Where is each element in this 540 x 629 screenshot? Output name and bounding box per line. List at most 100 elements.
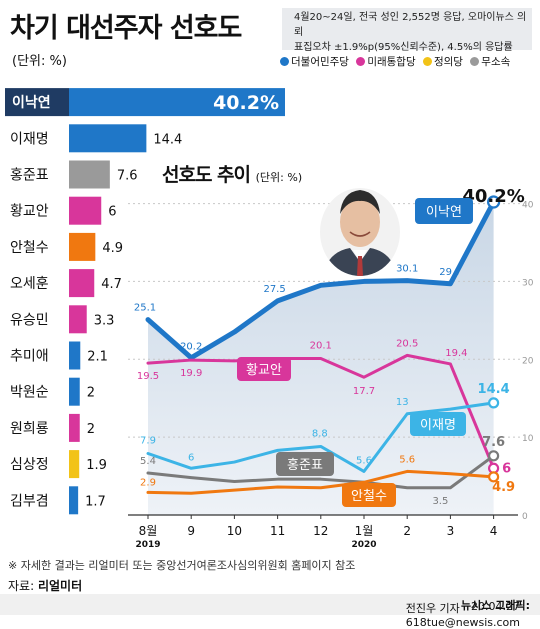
series-name-tag bbox=[415, 198, 473, 224]
y-tick-label: 40 bbox=[522, 201, 534, 211]
legend-item-democratic: 더불어민주당 bbox=[280, 54, 349, 69]
x-tick-label: 1월 bbox=[355, 524, 374, 538]
bar-10 bbox=[69, 413, 80, 442]
legend-item-united-future: 미래통합당 bbox=[356, 54, 416, 69]
series-value-label: 7.6 bbox=[482, 435, 505, 450]
bar-value-label: 14.4 bbox=[153, 132, 182, 147]
series-value-label: 5.6 bbox=[356, 455, 372, 466]
series-name-tag bbox=[410, 412, 466, 436]
footnote: ※ 자세한 결과는 리얼미터 또는 중앙선거여론조사심의위원회 홈페이지 참조 bbox=[8, 559, 356, 572]
series-value-label: 2.9 bbox=[140, 477, 156, 488]
x-tick-label: 12 bbox=[313, 524, 328, 538]
series-value-label: 29.7 bbox=[439, 267, 461, 278]
series-end-marker bbox=[488, 397, 500, 409]
bar-5 bbox=[69, 232, 96, 261]
series-value-label: 5.4 bbox=[140, 456, 156, 467]
bar-3 bbox=[69, 160, 110, 189]
source-name: 리얼미터 bbox=[37, 579, 83, 593]
party-legend: 더불어민주당 미래통합당 정의당 무소속 bbox=[280, 54, 514, 69]
bar-12 bbox=[69, 486, 79, 515]
bar-value-label: 2.1 bbox=[87, 350, 108, 365]
bar-8 bbox=[69, 341, 81, 370]
chart-canvas: 10 20 30 40 0 8월 9 10 11 12 1월 2 3 4 2019 2020 25.1 20.2 2… bbox=[5, 88, 534, 550]
survey-note-line1: 4월20~24일, 전국 성인 2,552명 응답, 오마이뉴스 의뢰 bbox=[294, 12, 527, 38]
bar-category-label: 추미애 bbox=[10, 349, 49, 365]
bar-6 bbox=[69, 269, 95, 298]
series-value-label: 27.5 bbox=[263, 284, 285, 295]
series-value-label: 20.2 bbox=[180, 342, 202, 353]
x-tick-label: 2 bbox=[403, 524, 411, 538]
legend-dot-icon bbox=[356, 57, 366, 66]
bar-value-label: 7.6 bbox=[117, 169, 138, 184]
bar-category-label: 심상정 bbox=[10, 457, 49, 473]
bar-category-label: 이낙연 bbox=[12, 94, 51, 111]
series-value-label: 7.9 bbox=[140, 435, 156, 446]
bar-2 bbox=[69, 124, 147, 153]
x-tick-label: 9 bbox=[187, 524, 195, 538]
series-value-label: 40.2% bbox=[462, 186, 524, 207]
series-value-label: 17.7 bbox=[353, 386, 375, 397]
series-value-label: 5.6 bbox=[399, 454, 415, 465]
series-line-3 bbox=[146, 401, 496, 473]
infographic: 차기 대선주자 선호도 (단위: %) 4월20~24일, 전국 성인 2,55… bbox=[0, 8, 540, 629]
bar-value-label: 6 bbox=[108, 205, 116, 220]
legend-label: 정의당 bbox=[433, 56, 463, 68]
series-value-label: 8.8 bbox=[312, 428, 328, 439]
trend-chart: 10 20 30 40 0 8월 9 10 11 12 1월 2 3 4 2019 2020 25.1 20.2 2… bbox=[128, 186, 534, 550]
source: 자료: 리얼미터 bbox=[8, 577, 82, 594]
bar-11 bbox=[69, 450, 80, 479]
series-name-label: 이재명 bbox=[420, 418, 456, 433]
series-value-label: 19.9 bbox=[180, 368, 202, 379]
series-value-label: 13 bbox=[396, 397, 409, 408]
x-tick-label: 4 bbox=[490, 524, 498, 538]
bar-9 bbox=[69, 377, 80, 406]
year-label: 2019 bbox=[135, 540, 160, 550]
series-value-label: 25.1 bbox=[134, 303, 156, 314]
bar-category-label: 홍준표 bbox=[10, 168, 49, 184]
x-tick-label: 10 bbox=[227, 524, 242, 538]
source-prefix: 자료: bbox=[8, 579, 38, 593]
legend-label: 미래통합당 bbox=[367, 56, 416, 68]
survey-note-line2: 표집오차 ±1.9%p(95%신뢰수준), 4.5%의 응답률 bbox=[294, 42, 513, 53]
series-end-marker bbox=[488, 471, 500, 483]
series-value-label: 14.4 bbox=[478, 382, 510, 397]
bar-category-label: 김부겸 bbox=[10, 493, 49, 509]
series-name-tag bbox=[342, 483, 396, 507]
credit-text: 20.04.27 뉴시스 그래픽: 전진우 기자 618tue@newsis.c… bbox=[406, 597, 530, 629]
series-line-4 bbox=[146, 454, 496, 490]
bar-category-label: 오세훈 bbox=[10, 276, 49, 292]
series-end-marker bbox=[487, 195, 501, 209]
series-name-tag bbox=[237, 357, 291, 381]
x-tick-label: 3 bbox=[447, 524, 455, 538]
series-name-label: 홍준표 bbox=[287, 458, 323, 473]
legend-label: 더불어민주당 bbox=[291, 56, 349, 68]
y-tick-label: 30 bbox=[522, 278, 534, 288]
bar-value-label: 1.9 bbox=[86, 458, 107, 473]
bar-7 bbox=[69, 305, 87, 334]
bar-category-label: 박원순 bbox=[10, 385, 49, 401]
y-tick-label: 10 bbox=[522, 434, 534, 444]
bar-value-label: 40.2% bbox=[213, 92, 279, 114]
series-value-label: 4.9 bbox=[492, 480, 515, 495]
bar-category-label: 안철수 bbox=[10, 240, 49, 256]
credit-agency: 뉴시스 그래픽: bbox=[461, 599, 530, 612]
series-value-label: 6 bbox=[502, 461, 511, 476]
series-value-label: 20.5 bbox=[396, 338, 418, 349]
survey-note: 4월20~24일, 전국 성인 2,552명 응답, 오마이뉴스 의뢰 표집오차… bbox=[282, 8, 532, 53]
series-line-2 bbox=[146, 353, 496, 470]
series-value-label: 3.5 bbox=[432, 496, 448, 507]
trend-unit-text: (단위: %) bbox=[255, 171, 303, 184]
series-value-label: 30.1 bbox=[396, 264, 418, 275]
series-name-label: 이낙연 bbox=[426, 205, 462, 220]
bar-4 bbox=[69, 196, 102, 225]
legend-item-justice: 정의당 bbox=[422, 54, 463, 69]
credit-bar: 20.04.27 뉴시스 그래픽: 전진우 기자 618tue@newsis.c… bbox=[0, 594, 540, 629]
legend-dot-icon bbox=[470, 57, 480, 66]
series-value-label: 19.4 bbox=[445, 348, 467, 359]
series-name-tag bbox=[276, 452, 334, 476]
bar-value-label: 4.9 bbox=[102, 241, 123, 256]
x-tick-label: 11 bbox=[270, 524, 285, 538]
bar-value-label: 4.7 bbox=[101, 277, 122, 292]
series-name-label: 안철수 bbox=[351, 489, 387, 504]
series-value-label: 19.5 bbox=[137, 371, 159, 382]
